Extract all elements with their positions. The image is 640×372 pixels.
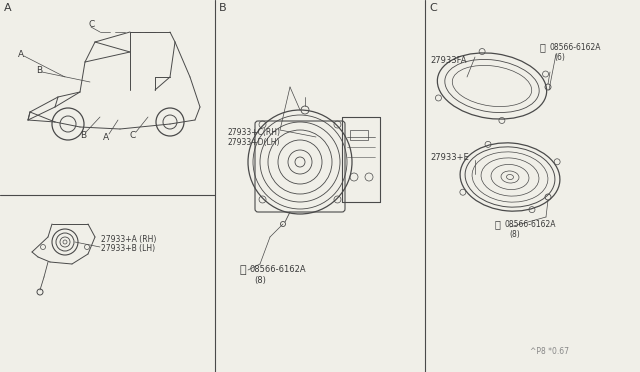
Text: B: B	[36, 65, 42, 74]
Text: 27933+A (RH): 27933+A (RH)	[101, 234, 156, 244]
Text: 27933FA: 27933FA	[430, 55, 467, 64]
Text: 08566-6162A: 08566-6162A	[250, 266, 307, 275]
Text: A: A	[4, 3, 12, 13]
Text: ^P8 *0.67: ^P8 *0.67	[530, 347, 569, 356]
Text: A: A	[103, 132, 109, 141]
Text: Ⓢ: Ⓢ	[495, 219, 501, 229]
Text: 08566-6162A: 08566-6162A	[505, 219, 557, 228]
Text: C: C	[88, 19, 94, 29]
Text: 08566-6162A: 08566-6162A	[550, 42, 602, 51]
Text: (8): (8)	[254, 276, 266, 285]
Text: A: A	[18, 49, 24, 58]
Text: Ⓢ: Ⓢ	[540, 42, 546, 52]
Text: (8): (8)	[509, 230, 520, 238]
Text: 27933+C(RH): 27933+C(RH)	[228, 128, 281, 137]
Bar	[350, 130, 368, 140]
Text: (6): (6)	[554, 52, 565, 61]
Text: Ⓢ: Ⓢ	[240, 265, 246, 275]
Text: B: B	[219, 3, 227, 13]
Text: 27933+D(LH): 27933+D(LH)	[228, 138, 280, 147]
Text: B: B	[80, 131, 86, 140]
Text: C: C	[130, 131, 136, 140]
Text: 27933+B (LH): 27933+B (LH)	[101, 244, 155, 253]
Text: 27933+E: 27933+E	[430, 153, 468, 161]
Text: C: C	[429, 3, 436, 13]
